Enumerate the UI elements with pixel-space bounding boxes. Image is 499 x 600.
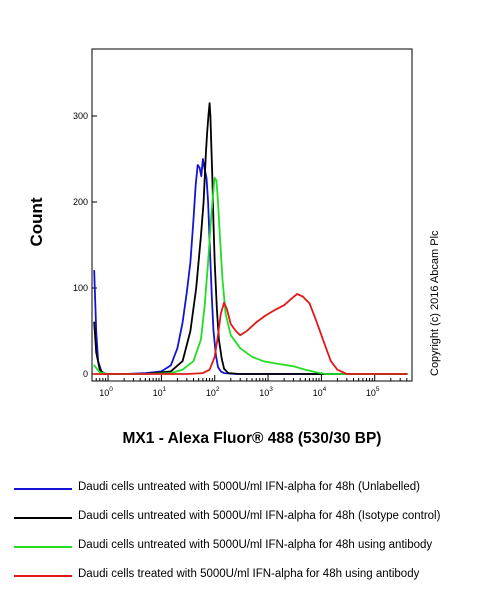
x-tick-label: 102 — [206, 386, 220, 398]
y-axis-label: Count — [27, 197, 46, 246]
x-tick-base: 10 — [366, 388, 376, 398]
legend-label: Daudi cells untreated with 5000U/ml IFN-… — [78, 481, 420, 493]
legend: Daudi cells untreated with 5000U/ml IFN-… — [8, 477, 496, 593]
copyright-annotation: Copyright (c) 2016 Abcam Plc — [429, 230, 441, 376]
x-tick-exponent: 0 — [109, 386, 113, 393]
series-line-2 — [93, 102, 408, 375]
legend-item-isotype-control: Daudi cells untreated with 5000U/ml IFN-… — [8, 506, 496, 530]
x-tick-base: 10 — [259, 388, 269, 398]
y-tick-label: 0 — [83, 369, 88, 379]
series-line-3 — [93, 176, 408, 375]
legend-swatch — [14, 488, 72, 490]
legend-item-untreated-antibody: Daudi cells untreated with 5000U/ml IFN-… — [8, 535, 496, 559]
x-tick-label: 104 — [313, 386, 327, 398]
y-tick-label: 100 — [73, 283, 88, 293]
x-tick-label: 101 — [153, 386, 167, 398]
x-tick-base: 10 — [206, 388, 216, 398]
legend-label: Daudi cells untreated with 5000U/ml IFN-… — [78, 539, 433, 551]
x-tick-label: 100 — [99, 386, 113, 398]
x-tick-label: 105 — [366, 386, 380, 398]
x-tick-exponent: 1 — [163, 386, 167, 393]
legend-label: Daudi cells untreated with 5000U/ml IFN-… — [78, 510, 441, 522]
legend-item-treated-antibody: Daudi cells treated with 5000U/ml IFN-al… — [8, 564, 496, 588]
series-layer — [93, 102, 408, 375]
series-line-1 — [93, 158, 408, 375]
x-tick-base: 10 — [313, 388, 323, 398]
x-tick-exponent: 3 — [269, 386, 273, 393]
plot-frame — [91, 48, 413, 382]
x-tick-exponent: 4 — [323, 386, 327, 393]
x-tick-base: 10 — [99, 388, 109, 398]
legend-swatch — [14, 546, 72, 548]
y-tick-label: 300 — [73, 111, 88, 121]
y-tick-label: 200 — [73, 197, 88, 207]
legend-swatch — [14, 517, 72, 519]
x-tick-base: 10 — [153, 388, 163, 398]
series-line-4 — [93, 293, 408, 375]
x-tick-label: 103 — [259, 386, 273, 398]
x-axis-label: MX1 - Alexa Fluor® 488 (530/30 BP) — [123, 430, 382, 447]
legend-label: Daudi cells treated with 5000U/ml IFN-al… — [78, 568, 420, 580]
legend-item-unlabelled: Daudi cells untreated with 5000U/ml IFN-… — [8, 477, 496, 501]
x-tick-exponent: 2 — [216, 386, 220, 393]
x-tick-exponent: 5 — [376, 386, 380, 393]
legend-swatch — [14, 575, 72, 577]
